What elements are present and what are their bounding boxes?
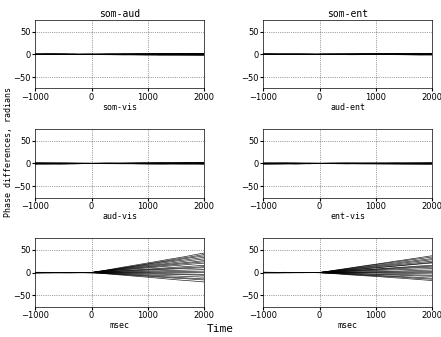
Text: Time: Time (207, 324, 234, 334)
X-axis label: aud-vis: aud-vis (102, 212, 137, 221)
X-axis label: msec: msec (338, 321, 358, 330)
X-axis label: msec: msec (110, 321, 130, 330)
X-axis label: som-vis: som-vis (102, 103, 137, 112)
Text: Phase differences, radians: Phase differences, radians (4, 87, 13, 217)
X-axis label: ent-vis: ent-vis (330, 212, 365, 221)
X-axis label: aud-ent: aud-ent (330, 103, 365, 112)
Title: som-ent: som-ent (327, 9, 368, 20)
Title: som-aud: som-aud (99, 9, 140, 20)
